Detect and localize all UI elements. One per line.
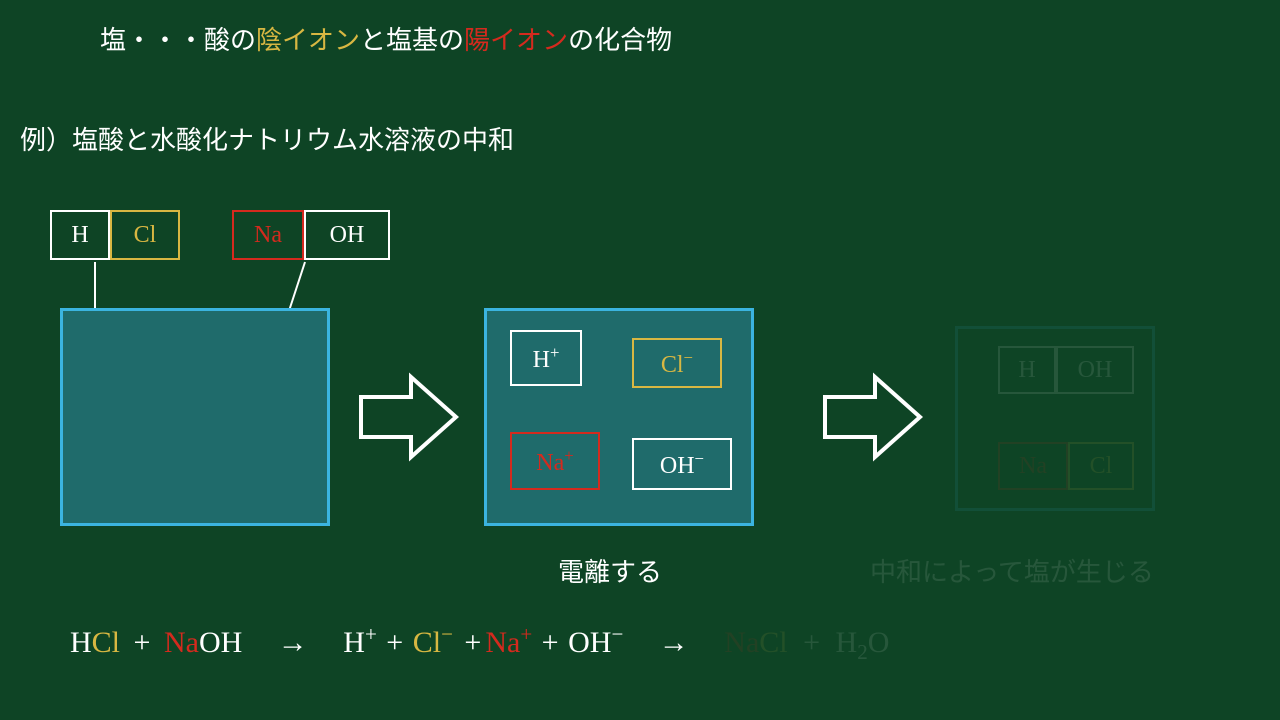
eq-Cl: Cl [92,626,120,659]
eq-Naplus: Na+ [485,626,532,659]
eq-H: H [70,626,92,659]
salt-definition-line: 塩・・・酸の陰イオンと塩基の陽イオンの化合物 [100,20,672,57]
eq-OHminus: OH− [568,626,623,659]
result-OH: OH [1056,346,1134,394]
txt: の化合物 [568,26,672,55]
beaker-1 [60,308,330,526]
example-label: 例）塩酸と水酸化ナトリウム水溶液の中和 [20,120,514,157]
eq-plus: + [542,626,559,659]
eq-Na: Na [164,626,199,659]
box-Na: Na [232,210,304,260]
txt-yellow: 陰イオン [256,26,360,55]
big-arrow-2 [820,372,930,462]
result-Na: Na [998,442,1068,490]
eq-plus: + [464,626,481,659]
result-Cl: Cl [1068,442,1134,490]
eq-Hplus: H+ [343,626,377,659]
txt-red: 陽イオン [464,26,568,55]
box-Cl: Cl [110,210,180,260]
ion-H-plus: H+ [510,330,582,386]
ion-OH-minus: OH− [632,438,732,490]
label: Cl− [661,348,693,379]
eq-OH: OH [199,626,242,659]
big-arrow-1 [356,372,466,462]
txt: 塩・・・酸の [100,26,256,55]
ion-Cl-minus: Cl− [632,338,722,388]
eq-arrow: → [659,626,689,659]
box-H: H [50,210,110,260]
eq-result: NaCl + H2O [724,626,889,659]
label: OH− [660,449,704,480]
box-OH: OH [304,210,390,260]
eq-plus: + [386,626,403,659]
result-H: H [998,346,1056,394]
label: H+ [533,343,560,374]
ion-Na-plus: Na+ [510,432,600,490]
equation: HCl + NaOH → H+ + Cl− +Na+ + OH− → NaCl … [70,622,889,665]
eq-arrow: → [278,626,308,659]
neutralize-label: 中和によって塩が生じる [870,552,1154,589]
ionize-label: 電離する [558,552,662,589]
eq-plus: + [134,626,151,659]
txt: と塩基の [360,26,464,55]
eq-Clminus: Cl− [413,626,453,659]
label: Na+ [536,446,573,477]
